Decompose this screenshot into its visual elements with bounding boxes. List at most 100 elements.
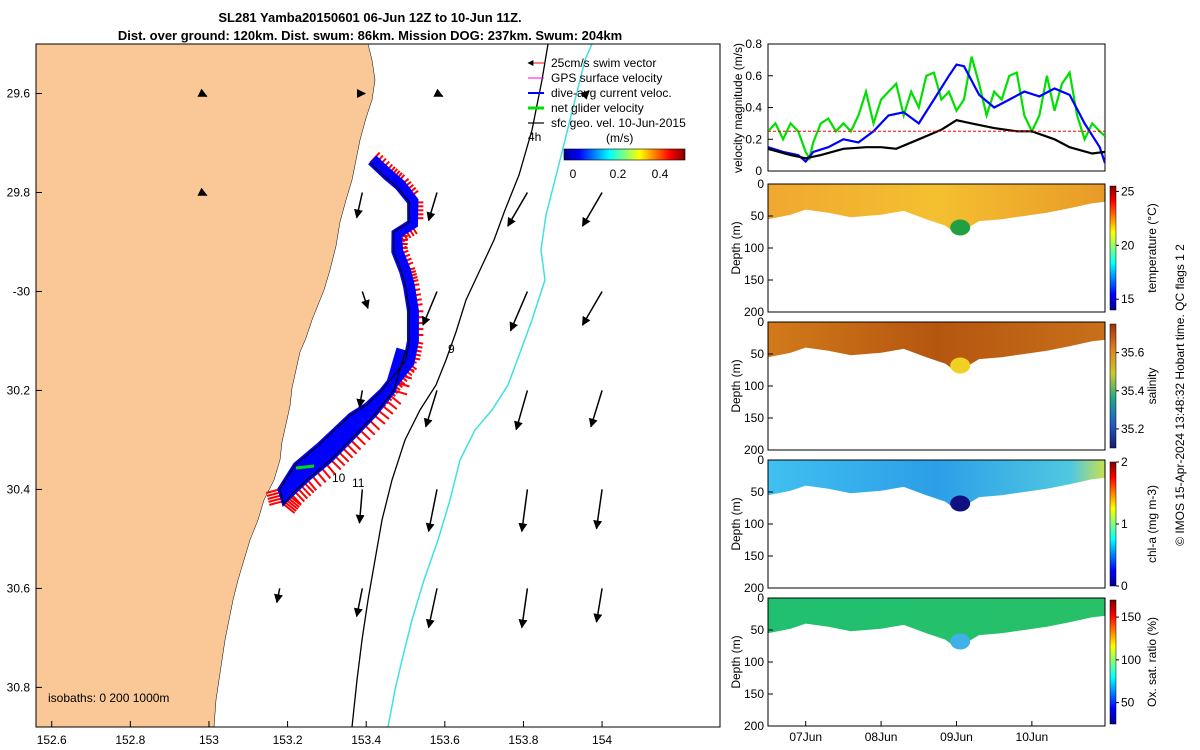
geo-velocity-arrow (361, 291, 370, 310)
time-tick-label: 08Jun (865, 730, 898, 744)
geo-velocity-arrows (197, 88, 603, 629)
map-xtick-label: 153 (199, 733, 219, 747)
section-depth-tick-label: 150 (744, 549, 764, 563)
section-depth-tick-label: 200 (744, 581, 764, 595)
section-colorbar (1109, 599, 1117, 725)
time-tick-label: 09Jun (940, 730, 973, 744)
section-data-fill (768, 460, 1105, 510)
velocity-ytick-label: 0.6 (745, 69, 762, 83)
geo-velocity-arrow (581, 192, 603, 227)
map-ytick-label: 29.6 (7, 86, 31, 100)
section-colorbar-tick-label: 150 (1121, 610, 1141, 624)
time-tick-label: 07Jun (789, 730, 822, 744)
geo-velocity-arrow (514, 390, 529, 431)
geo-velocity-arrow (518, 489, 529, 533)
geo-velocity-arrow (581, 291, 603, 326)
section-depth-tick-label: 100 (744, 241, 764, 255)
section-depth-tick-label: 200 (744, 443, 764, 457)
geo-velocity-arrow (593, 489, 603, 530)
geo-velocity-arrow (580, 90, 590, 100)
section-colorbar-label: salinity (1145, 368, 1159, 405)
section-depth-tick-label: 200 (744, 305, 764, 319)
section-data-fill (768, 598, 1105, 648)
section-depth-tick-label: 200 (744, 719, 764, 733)
map-xtick-label: 152.6 (37, 733, 67, 747)
velocity-ytick-label: 0.2 (745, 132, 762, 146)
map-ytick-label: 30.4 (7, 482, 31, 496)
map-ytick-label: 29.8 (7, 185, 31, 199)
geo-velocity-arrow (197, 88, 208, 97)
section-colorbar (1109, 461, 1117, 587)
section-colorbar-tick-label: 15 (1121, 292, 1135, 306)
track-label-10: 10 (332, 471, 346, 485)
geo-velocity-arrow (197, 187, 208, 196)
section-ylabel: Depth (m) (729, 497, 743, 550)
geo-velocity-arrow (518, 588, 529, 629)
map-ytick-label: 30.2 (7, 383, 31, 397)
speed-colorbar-tick-0: 0 (570, 167, 577, 181)
isobath-1000m (387, 44, 593, 727)
speed-colorbar-tick-1: 0.2 (610, 167, 627, 181)
chart-title-line1: SL281 Yamba20150601 06-Jun 12Z to 10-Jun… (218, 10, 522, 25)
section-dip-feature (950, 633, 971, 650)
legend-label-swim: 25cm/s swim vector (551, 56, 656, 70)
section-ylabel: Depth (m) (729, 635, 743, 688)
velocity-axes-frame (767, 43, 1106, 172)
section-depth-tick-label: 50 (751, 347, 765, 361)
time-axis-ticks: 07Jun 08Jun 09Jun 10Jun (789, 721, 1048, 744)
glider-track-line (279, 162, 410, 506)
map-ytick-label: -30 (13, 284, 31, 298)
section-colorbar-tick-label: 0 (1121, 579, 1128, 593)
section-colorbar-tick-label: 2 (1121, 455, 1128, 469)
legend-label-net: net glider velocity (551, 101, 644, 115)
track-label-9: 9 (448, 342, 455, 356)
section-depth-tick-label: 150 (744, 687, 764, 701)
coastline-land (36, 44, 376, 727)
map-axes-frame (35, 43, 721, 728)
geo-velocity-arrow (353, 588, 364, 618)
geo-velocity-arrow (355, 489, 365, 524)
section-depth-tick-label: 150 (744, 411, 764, 425)
copyright-note: © IMOS 15-Apr-2024 13:48:32 Hobart time.… (1173, 244, 1187, 546)
geo-velocity-arrow (425, 588, 438, 629)
velocity-ytick-label: 0 (755, 164, 762, 178)
swim-vector (266, 491, 281, 497)
section-colorbar-tick-label: 1 (1121, 517, 1128, 531)
section-panel-salinity: 0 50 100 150 200 Depth (m) 35.6 35.4 35.2 salinit… (729, 315, 1159, 457)
velocity-series-line (768, 56, 1105, 162)
section-dip-feature (950, 357, 971, 374)
section-colorbar-tick-label: 35.2 (1121, 422, 1145, 436)
swim-vector (265, 488, 280, 494)
track-label-11: 11 (352, 476, 365, 490)
map-ytick-label: 30.6 (7, 581, 31, 595)
section-depth-tick-label: 0 (757, 453, 764, 467)
map-legend: 25cm/s swim vector GPS surface velocity … (527, 56, 686, 130)
section-colorbar-tick-label: 25 (1121, 184, 1135, 198)
swim-vector (283, 503, 296, 514)
map-xtick-label: 153.6 (430, 733, 460, 747)
map-ytick-label: 30.8 (7, 680, 31, 694)
swim-vector (286, 499, 299, 510)
legend-entry-net: net glider velocity (528, 101, 644, 115)
swim-vector (268, 497, 283, 503)
section-colorbar-tick-label: 35.4 (1121, 384, 1145, 398)
section-depth-tick-label: 0 (757, 177, 764, 191)
swim-vector (267, 494, 282, 500)
velocity-series (768, 56, 1105, 164)
velocity-series-line (768, 63, 1105, 164)
legend-label-gps: GPS surface velocity (551, 71, 662, 85)
section-depth-tick-label: 50 (751, 485, 765, 499)
swim-vector (284, 501, 297, 512)
section-panel-temperature: 0 50 100 150 200 Depth (m) 25 20 15 temperature (… (729, 177, 1159, 319)
legend-label-geo: sfc geo. vel. 10-Jun-2015 (551, 116, 686, 130)
net-velocity-mark (295, 464, 315, 470)
geo-velocity-arrow (426, 192, 438, 222)
chart-title-line2: Dist. over ground: 120km. Dist. swum: 86… (117, 28, 623, 43)
section-colorbar (1109, 185, 1117, 311)
track-label-4h: 4h (528, 130, 541, 144)
swim-vector (269, 500, 284, 506)
geo-velocity-arrow (354, 192, 364, 219)
map-xtick-label: 153.4 (351, 733, 381, 747)
